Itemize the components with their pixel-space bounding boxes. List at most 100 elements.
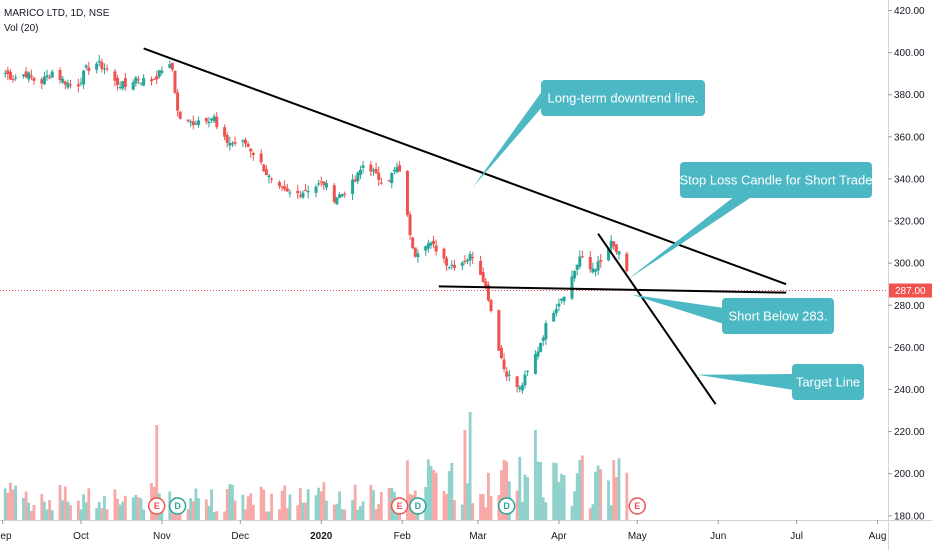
callout-pointer: [472, 90, 543, 188]
candle-body: [61, 78, 65, 83]
volume-bar: [554, 463, 558, 520]
volume-bar: [573, 491, 576, 520]
candle-body: [149, 79, 153, 82]
volume-bar: [387, 488, 391, 520]
candle-body: [259, 153, 263, 163]
candle-body: [612, 241, 616, 247]
volume-bar: [489, 495, 493, 520]
candle-body: [379, 182, 383, 184]
candle-body: [625, 253, 629, 272]
earnings-marker: [147, 497, 166, 515]
volume-bar: [3, 488, 7, 520]
candle-body: [578, 256, 582, 267]
candle-body: [118, 86, 122, 88]
candle-body: [136, 79, 140, 81]
candle-body: [95, 63, 99, 70]
candle-body: [246, 143, 250, 147]
volume-label: Vol (20): [4, 23, 39, 34]
volume-bar: [500, 470, 503, 520]
volume-bar: [481, 494, 485, 520]
x-tick-label: Aug: [869, 531, 887, 542]
volume-bar: [560, 473, 563, 520]
volume-bar: [539, 462, 543, 520]
event-letter: D: [415, 501, 422, 511]
event-letter: E: [154, 501, 160, 511]
volume-bar: [607, 480, 610, 520]
candle-body: [573, 271, 577, 279]
volume-bar: [617, 458, 621, 520]
candle-body: [392, 169, 396, 172]
candle-body: [520, 385, 524, 391]
candle-body: [280, 185, 284, 188]
dividend-marker: [497, 497, 516, 515]
candle-body: [87, 67, 91, 72]
candle-body: [155, 76, 159, 80]
volume-bar: [116, 498, 119, 520]
candle-body: [434, 245, 438, 252]
volume-bar: [280, 490, 284, 520]
volume-bar: [374, 509, 378, 520]
volume-bar: [319, 491, 323, 520]
candle-body: [442, 248, 446, 259]
volume-bar: [544, 502, 548, 520]
candle-body: [369, 164, 373, 172]
candle-body: [539, 342, 543, 352]
volume-bar: [259, 486, 263, 520]
candle-body: [134, 77, 138, 84]
volume-bar: [325, 500, 328, 520]
candle-body: [6, 70, 10, 75]
candle-body: [212, 116, 216, 122]
candle-body: [526, 370, 530, 372]
volume-bar: [267, 511, 271, 520]
candle-body: [298, 195, 302, 197]
candle-body: [332, 185, 336, 203]
volume-bar: [66, 501, 70, 520]
candle-body: [463, 260, 467, 263]
symbol-label: MARICO LTD, 1D, NSE: [4, 8, 110, 19]
volume-bar: [251, 504, 255, 520]
candle-body: [296, 190, 300, 194]
candle-body: [288, 192, 292, 194]
volume-bar: [372, 490, 375, 520]
volume-bar: [479, 493, 482, 520]
candle-body: [42, 76, 46, 85]
candle-body: [426, 243, 430, 249]
y-tick-label: 380.00: [894, 90, 925, 101]
volume-bar: [170, 508, 174, 520]
volume-bar: [442, 491, 446, 520]
candle-body: [552, 312, 556, 322]
volume-bar: [32, 505, 36, 520]
volume-bar: [505, 461, 509, 520]
candle-body: [593, 269, 597, 272]
candle-body: [507, 374, 511, 376]
y-tick-label: 300.00: [894, 259, 925, 270]
volume-bar: [246, 496, 250, 520]
callout-pointer: [626, 196, 753, 280]
candle-body: [3, 72, 7, 74]
volume-bar: [518, 456, 522, 520]
earnings-marker: [628, 497, 647, 515]
candle-body: [22, 74, 26, 77]
candle-body: [533, 354, 537, 374]
candle-body: [614, 244, 618, 252]
candle-body: [24, 71, 28, 78]
candle-body: [176, 92, 180, 111]
volume-bar: [298, 488, 302, 520]
x-tick-label: Dec: [231, 531, 249, 542]
volume-bar: [241, 494, 245, 520]
candle-body: [466, 259, 470, 262]
volume-bar: [11, 489, 15, 520]
event-letter: E: [634, 501, 640, 511]
candle-body: [588, 257, 592, 270]
volume-bar: [142, 509, 146, 520]
candle-body: [207, 121, 211, 124]
volume-bar: [596, 465, 600, 520]
volume-bar: [351, 499, 354, 520]
candle-body: [76, 84, 80, 87]
volume-bar: [95, 508, 99, 520]
candle-body: [570, 276, 574, 299]
candle-body: [405, 170, 409, 215]
trend-line: [438, 285, 787, 294]
candle-body: [251, 153, 255, 155]
